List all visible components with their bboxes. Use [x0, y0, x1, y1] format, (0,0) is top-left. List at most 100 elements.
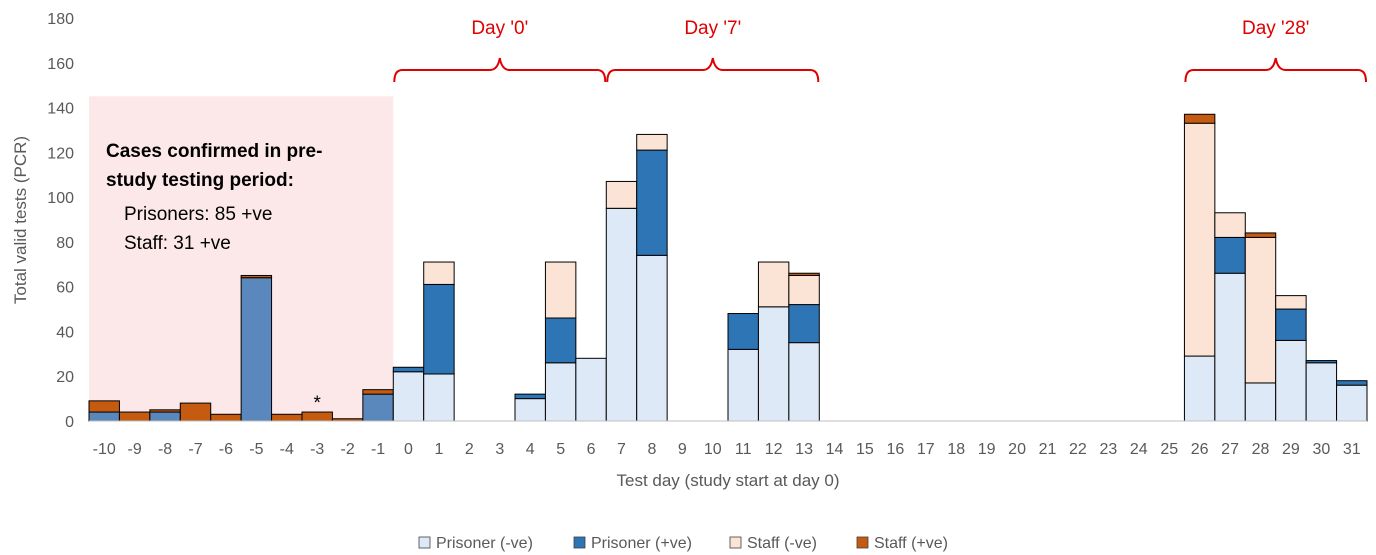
x-tick-label: 3: [495, 441, 504, 458]
x-tick-label: 28: [1252, 441, 1270, 458]
x-tick-label: 5: [556, 441, 565, 458]
bar-segment: [788, 342, 820, 422]
y-tick-label: 100: [47, 190, 74, 207]
bar-segment: [362, 393, 394, 422]
bar-segment: [149, 411, 181, 422]
bar-segment: [1244, 232, 1277, 238]
bracket-layer: Day '0' Day '7' Day '28': [393, 18, 1367, 83]
x-tick-label: 11: [735, 441, 752, 458]
bar-segment: [1275, 308, 1307, 341]
bar-segment: [423, 283, 455, 375]
x-tick-label: 12: [765, 441, 783, 458]
bar-segment: [423, 261, 455, 285]
x-tick-label: 18: [947, 441, 965, 458]
bar-segment: [210, 413, 242, 422]
y-tick-label: 0: [65, 414, 74, 431]
bars-layer: [88, 113, 1368, 422]
y-tick-label: 180: [47, 11, 74, 28]
x-tick-label: -9: [128, 441, 142, 458]
x-tick-label: -10: [93, 441, 116, 458]
annotation-detail-line: Staff: 31 +ve: [124, 233, 231, 254]
bar-segment: [788, 304, 820, 344]
x-tick-label: 15: [856, 441, 874, 458]
bar-segment: [514, 393, 546, 400]
x-tick-label: -7: [188, 441, 202, 458]
bar-segment: [1214, 212, 1246, 238]
x-tick-label: 19: [978, 441, 996, 458]
bar-segment: [1305, 360, 1338, 364]
day-bracket: [393, 57, 607, 83]
x-tick-label: 22: [1069, 441, 1087, 458]
bar-segment: [149, 409, 181, 413]
bar-segment: [392, 366, 425, 373]
bar-segment: [271, 413, 303, 422]
x-tick-label: -5: [249, 441, 263, 458]
legend-label: Prisoner (+ve): [591, 535, 692, 552]
x-tick-label: 21: [1039, 441, 1057, 458]
x-tick-label: -2: [341, 441, 355, 458]
bar-segment: [544, 362, 577, 422]
legend-swatch: [573, 536, 586, 549]
x-tick-label: 0: [404, 441, 413, 458]
asterisk-marker: *: [314, 393, 322, 414]
bar-segment: [544, 261, 577, 319]
bar-segment: [605, 207, 638, 422]
day-bracket-label: Day '0': [471, 18, 528, 39]
bar-segment: [240, 277, 273, 422]
bar-segment: [727, 313, 759, 350]
bar-segment: [1183, 122, 1216, 357]
bar-segment: [392, 371, 425, 422]
legend: Prisoner (-ve) Prisoner (+ve) Staff (-ve) S…: [418, 535, 948, 552]
x-tick-label: 10: [704, 441, 722, 458]
bar-segment: [757, 261, 790, 308]
bar-segment: [1336, 384, 1368, 422]
x-tick-label: 1: [434, 441, 443, 458]
bar-segment: [362, 389, 394, 395]
annotation-title-line: study testing period:: [106, 170, 294, 191]
annotation-layer: Cases confirmed in pre-study testing per…: [106, 141, 322, 414]
y-tick-label: 60: [56, 280, 74, 297]
day-bracket-label: Day '28': [1242, 18, 1309, 39]
bar-segment: [757, 306, 790, 422]
x-tick-label: 17: [917, 441, 935, 458]
x-tick-label: 20: [1008, 441, 1026, 458]
x-tick-label: 2: [465, 441, 474, 458]
y-tick-label: 140: [47, 101, 74, 118]
bar-segment: [423, 373, 455, 422]
legend-swatch: [729, 536, 742, 549]
bar-segment: [788, 274, 820, 306]
bar-segment: [727, 348, 759, 422]
x-axis-title: Test day (study start at day 0): [617, 471, 840, 490]
bar-segment: [88, 400, 120, 413]
bar-segment: [544, 317, 577, 364]
annotation-detail-line: Prisoners: 85 +ve: [124, 204, 272, 225]
bar-segment: [636, 133, 668, 151]
bar-segment: [1275, 339, 1307, 422]
x-tick-label: 30: [1312, 441, 1330, 458]
annotation-title-line: Cases confirmed in pre-: [106, 141, 322, 162]
bar-segment: [1244, 236, 1277, 384]
y-tick-label: 40: [56, 324, 74, 341]
bar-segment: [605, 180, 638, 209]
bar-segment: [514, 398, 546, 422]
y-tick-label: 80: [56, 235, 74, 252]
legend-label: Staff (-ve): [747, 535, 817, 552]
bar-segment: [1183, 355, 1216, 422]
x-tick-label: 4: [526, 441, 535, 458]
legend-label: Prisoner (-ve): [436, 535, 533, 552]
x-tick-label: 27: [1221, 441, 1239, 458]
legend-swatch: [856, 536, 869, 549]
y-tick-label: 20: [56, 369, 74, 386]
x-tick-label: 26: [1191, 441, 1209, 458]
x-tick-label: 31: [1343, 441, 1361, 458]
x-tick-label: 8: [647, 441, 656, 458]
x-tick-label: 13: [795, 441, 813, 458]
bar-segment: [1275, 295, 1307, 310]
x-tick-label: 9: [678, 441, 687, 458]
bar-segment: [179, 402, 212, 422]
y-tick-label: 120: [47, 145, 74, 162]
bar-segment: [575, 357, 607, 422]
legend-label: Staff (+ve): [874, 535, 948, 552]
bar-segment: [118, 411, 151, 422]
